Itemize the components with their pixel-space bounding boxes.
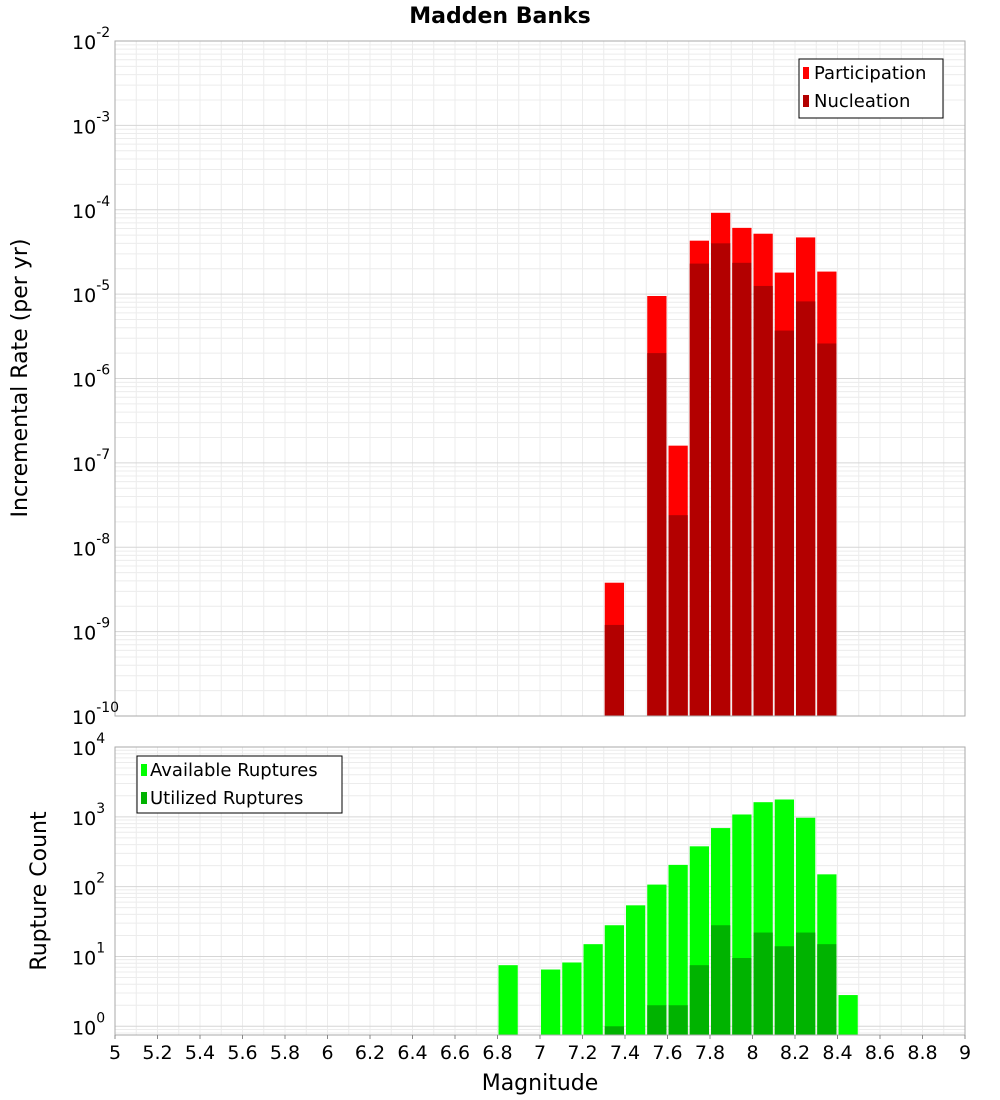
legend-swatch-utilized-ruptures	[141, 792, 147, 804]
bar-available-ruptures	[626, 905, 646, 1035]
bottom-y-ticks: 100 101 102 103 104	[72, 731, 105, 1039]
x-tick-label: 7.2	[567, 1042, 597, 1064]
y-tick-label: 10-3	[72, 109, 110, 138]
y-tick-label: 10-2	[72, 25, 110, 54]
x-tick-label: 5.2	[142, 1042, 172, 1064]
x-tick-label: 8.2	[780, 1042, 810, 1064]
x-tick-label: 8	[746, 1042, 758, 1064]
x-tick-label: 6.6	[440, 1042, 470, 1064]
bar-available-ruptures	[604, 925, 624, 1035]
x-tick-label: 6.2	[355, 1042, 385, 1064]
bottom-bars	[498, 799, 858, 1035]
y-tick-label: 104	[72, 731, 105, 760]
x-tick-label: 7.4	[610, 1042, 640, 1064]
legend-label-utilized-ruptures: Utilized Ruptures	[150, 788, 303, 809]
top-grid	[114, 40, 966, 717]
bar-available-ruptures	[562, 962, 582, 1035]
y-tick-label: 10-8	[72, 531, 110, 560]
bar-utilized-ruptures	[668, 1005, 688, 1035]
top-plot-area: 10-10 10-9 10-8 10-7 10-6 10-5 10-4 10-3 10-2	[72, 25, 966, 729]
x-axis-label: Magnitude	[482, 1071, 599, 1096]
bar-utilized-ruptures	[604, 1026, 624, 1035]
x-tick-label: 6	[321, 1042, 333, 1064]
x-tick-label: 7.8	[695, 1042, 725, 1064]
bar-available-ruptures	[668, 864, 688, 1035]
x-tick-label: 8.6	[865, 1042, 895, 1064]
x-axis-ticks: 5 5.2 5.4 5.6 5.8 6 6.2 6.4 6.6 6.8 7 7.2 7.4 7.6 7.8 8…	[109, 1035, 971, 1064]
chart-title: Madden Banks	[409, 4, 590, 29]
y-tick-label: 103	[72, 801, 105, 830]
top-y-ticks: 10-10 10-9 10-8 10-7 10-6 10-5 10-4 10-3 10-2	[72, 25, 119, 729]
bar-nucleation	[817, 343, 837, 716]
x-tick-label: 8.8	[907, 1042, 937, 1064]
x-tick-label: 5.4	[185, 1042, 215, 1064]
bar-available-ruptures	[647, 884, 667, 1035]
y-tick-label: 102	[72, 871, 105, 900]
bar-utilized-ruptures	[732, 958, 752, 1035]
bar-utilized-ruptures	[689, 965, 709, 1035]
x-tick-label: 5	[109, 1042, 121, 1064]
bar-nucleation	[647, 353, 667, 716]
bar-nucleation	[796, 301, 816, 716]
legend-swatch-nucleation	[803, 95, 809, 107]
x-tick-label: 6.4	[397, 1042, 427, 1064]
bottom-legend: Available Ruptures Utilized Ruptures	[136, 755, 343, 814]
x-tick-label: 5.6	[227, 1042, 257, 1064]
bar-utilized-ruptures	[753, 932, 773, 1035]
legend-label-available-ruptures: Available Ruptures	[150, 760, 318, 781]
x-tick-label: 6.8	[482, 1042, 512, 1064]
top-legend: Participation Nucleation	[798, 58, 944, 119]
bar-utilized-ruptures	[817, 944, 837, 1035]
bar-available-ruptures	[583, 944, 603, 1035]
bar-nucleation	[774, 330, 794, 716]
bar-nucleation	[732, 262, 752, 716]
legend-swatch-available-ruptures	[141, 764, 147, 776]
bar-utilized-ruptures	[796, 932, 816, 1035]
x-tick-label: 7.6	[652, 1042, 682, 1064]
x-tick-label: 9	[959, 1042, 971, 1064]
x-tick-label: 8.4	[822, 1042, 852, 1064]
bar-available-ruptures	[541, 969, 561, 1035]
y-tick-label: 10-10	[72, 700, 119, 729]
y-tick-label: 101	[72, 940, 105, 969]
y-tick-label: 10-7	[72, 447, 110, 476]
bar-nucleation	[668, 515, 688, 716]
legend-label-participation: Participation	[814, 63, 926, 84]
bar-utilized-ruptures	[711, 925, 731, 1035]
y-tick-label: 10-5	[72, 278, 110, 307]
x-tick-label: 7	[534, 1042, 546, 1064]
bottom-y-axis-label: Rupture Count	[27, 811, 52, 971]
bottom-plot-area: 100 101 102 103 104	[72, 731, 966, 1039]
y-tick-label: 10-6	[72, 363, 110, 392]
bar-utilized-ruptures	[774, 946, 794, 1035]
legend-label-nucleation: Nucleation	[814, 91, 910, 112]
y-tick-label: 10-9	[72, 616, 110, 645]
y-tick-label: 10-4	[72, 194, 110, 223]
bar-available-ruptures	[498, 965, 518, 1035]
bar-nucleation	[604, 624, 624, 716]
legend-swatch-participation	[803, 67, 809, 79]
bar-available-ruptures	[838, 995, 858, 1035]
bar-nucleation	[753, 285, 773, 716]
top-y-axis-label: Incremental Rate (per yr)	[8, 239, 33, 518]
bar-nucleation	[689, 263, 709, 716]
bar-utilized-ruptures	[647, 1005, 667, 1035]
y-tick-label: 100	[72, 1010, 105, 1039]
bar-nucleation	[711, 243, 731, 717]
x-tick-label: 5.8	[270, 1042, 300, 1064]
top-bars	[604, 212, 837, 717]
